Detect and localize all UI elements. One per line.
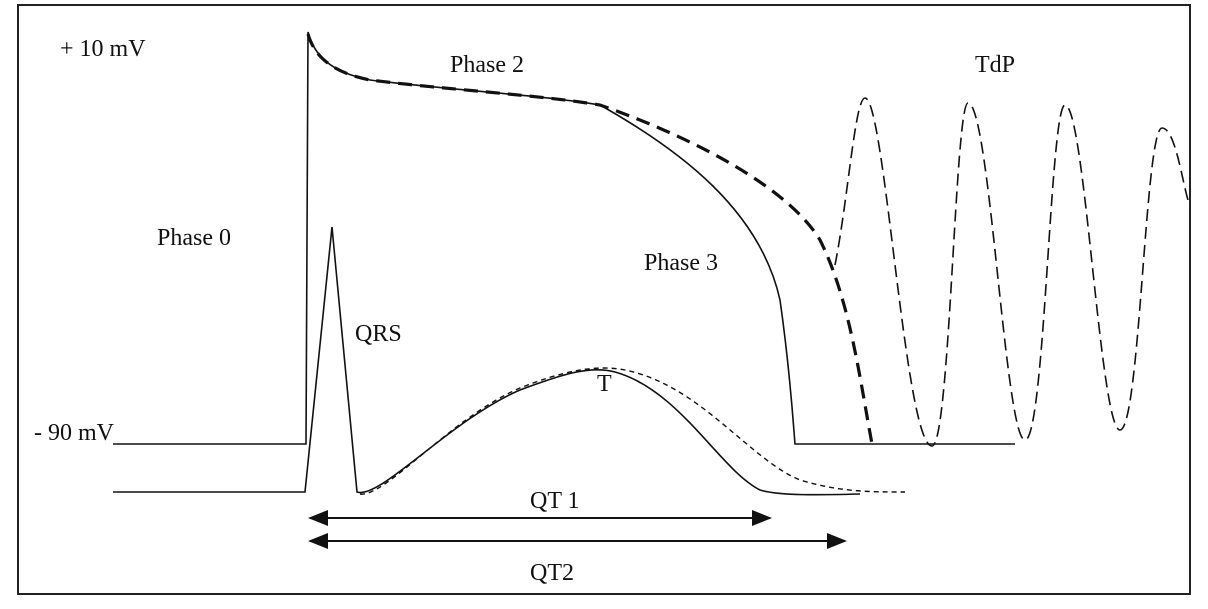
label: QRS	[355, 321, 402, 347]
frame	[17, 4, 1191, 595]
label: Phase 3	[644, 250, 718, 276]
label: + 10 mV	[60, 36, 146, 62]
label: QT2	[530, 560, 574, 586]
tdp-oscillation	[834, 97, 1189, 447]
label: - 90 mV	[34, 420, 115, 446]
prolonged-action-potential	[306, 33, 874, 445]
label: TdP	[975, 52, 1015, 78]
label: Phase 0	[157, 225, 231, 251]
label: T	[597, 371, 612, 397]
label: QT 1	[530, 488, 580, 514]
label: Phase 2	[450, 52, 524, 78]
ecg	[113, 226, 861, 496]
action-potential	[113, 31, 1015, 445]
ecg-prolonged	[359, 367, 906, 495]
